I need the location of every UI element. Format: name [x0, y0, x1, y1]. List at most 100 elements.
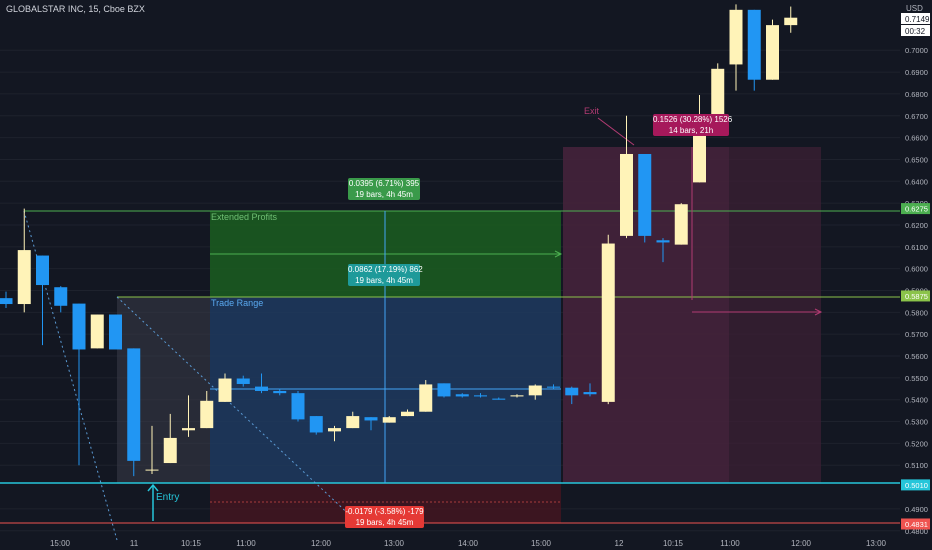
- candle-bull[interactable]: [729, 9, 743, 65]
- symbol-title: GLOBALSTAR INC, 15, Cboe BZX: [6, 4, 145, 14]
- extended-profits-label: Extended Profits: [211, 212, 278, 222]
- level-tags: 0.6275 0.5875 0.5010 0.4831: [901, 203, 930, 530]
- level-tag-value: 0.6275: [905, 205, 928, 214]
- candle-bull[interactable]: [17, 250, 31, 305]
- exit-arrow-head: [814, 308, 823, 316]
- measure-top-line1: 0.0395 (6.71%) 395: [348, 179, 420, 188]
- price-tick-label: 0.5600: [905, 352, 928, 361]
- candle-bear[interactable]: [364, 417, 378, 421]
- candle-bear[interactable]: [72, 303, 86, 350]
- candle-bear[interactable]: [255, 386, 268, 391]
- measure-top-tag: 0.0395 (6.71%) 395 19 bars, 4h 45m: [348, 178, 420, 200]
- candle-bear[interactable]: [583, 392, 597, 395]
- trend-line-right[interactable]: [116, 296, 356, 521]
- time-tick-label: 14:00: [458, 539, 479, 548]
- level-tag: [901, 203, 930, 215]
- time-tick-label: 13:00: [384, 539, 405, 548]
- candle-bull[interactable]: [182, 428, 195, 431]
- candle-bear[interactable]: [656, 240, 670, 243]
- candle-bear[interactable]: [437, 383, 451, 397]
- measure-loss-line1: -0.0179 (-3.58%) -179: [345, 507, 424, 516]
- exit-label: Exit: [584, 106, 600, 116]
- candle-bear[interactable]: [638, 153, 652, 236]
- candle-bear[interactable]: [0, 298, 13, 305]
- entry-label: Entry: [156, 492, 179, 503]
- candle-bull[interactable]: [510, 395, 524, 397]
- candle-bull[interactable]: [766, 25, 779, 80]
- candle-bear[interactable]: [474, 395, 487, 397]
- measure-exit-line1: 0.1526 (30.28%) 1526: [653, 115, 733, 124]
- candle-bear[interactable]: [309, 416, 323, 433]
- candle-bull[interactable]: [601, 243, 615, 402]
- countdown-tag: [901, 25, 930, 36]
- candle-bull[interactable]: [218, 378, 232, 402]
- trade-range-label: Trade Range: [211, 298, 263, 308]
- last-price-value: 0.7149: [905, 15, 930, 24]
- time-tick-label: 10:15: [663, 539, 684, 548]
- candle-bear[interactable]: [54, 287, 68, 306]
- candle-bull[interactable]: [620, 153, 633, 236]
- price-tick-label: 0.6600: [905, 134, 928, 143]
- measure-loss-line2: 19 bars, 4h 45m: [355, 518, 414, 527]
- candle-bull[interactable]: [382, 417, 396, 423]
- level-tag: [901, 290, 930, 302]
- measure-mid-tag: 0.0862 (17.19%) 862 19 bars, 4h 45m: [348, 264, 423, 286]
- price-axis-background: [900, 0, 932, 550]
- candle-bear[interactable]: [547, 386, 560, 388]
- candle-bear[interactable]: [747, 9, 761, 80]
- measure-exit-tag: 0.1526 (30.28%) 1526 14 bars, 21h: [653, 114, 733, 136]
- measure-mid-line2: 19 bars, 4h 45m: [355, 276, 413, 285]
- time-tick-label: 15:00: [531, 539, 552, 548]
- price-tick-label: 0.5100: [905, 461, 928, 470]
- candle-bear[interactable]: [291, 393, 305, 420]
- time-tick-label: 12:00: [311, 539, 332, 548]
- time-tick-label: 11: [130, 539, 139, 548]
- time-tick-label: 11:00: [720, 539, 740, 548]
- candle-bear[interactable]: [565, 387, 579, 396]
- price-tick-label: 0.6800: [905, 90, 928, 99]
- candle-bull[interactable]: [346, 416, 360, 429]
- time-tick-label: 12:00: [791, 539, 812, 548]
- time-tick-label: 11:00: [236, 539, 256, 548]
- price-tick-label: 0.5400: [905, 396, 928, 405]
- price-tick-label: 0.6100: [905, 243, 928, 252]
- candle-bear[interactable]: [127, 348, 141, 461]
- candle-bull[interactable]: [784, 17, 798, 26]
- candle-bear[interactable]: [455, 394, 469, 397]
- candle-bull[interactable]: [401, 411, 414, 417]
- candle-bull[interactable]: [674, 204, 688, 245]
- candle-bear[interactable]: [109, 314, 122, 350]
- candle-bull[interactable]: [145, 469, 159, 471]
- currency-label: USD: [906, 4, 923, 13]
- price-tick-label: 0.5800: [905, 308, 928, 317]
- level-tag: [901, 518, 930, 530]
- price-tick-label: 0.6500: [905, 155, 928, 164]
- candle-bull[interactable]: [90, 314, 104, 349]
- time-axis[interactable]: 15:00 11 10:15 11:00 12:00 13:00 14:00 15:00 12 1…: [50, 539, 887, 548]
- candle-bear[interactable]: [36, 255, 49, 286]
- candle-bull[interactable]: [419, 384, 433, 412]
- candle-bull[interactable]: [693, 134, 706, 183]
- price-tick-label: 0.5700: [905, 330, 928, 339]
- candle-bull[interactable]: [163, 437, 177, 464]
- price-tick-label: 0.6400: [905, 177, 928, 186]
- price-tick-label: 0.5300: [905, 418, 928, 427]
- last-price-tag: [901, 13, 930, 24]
- candle-bear[interactable]: [273, 390, 287, 394]
- exit-pointer-line: [597, 117, 635, 146]
- countdown-value: 00:32: [905, 27, 926, 36]
- candle-bear[interactable]: [492, 398, 506, 400]
- candle-bull[interactable]: [528, 385, 542, 396]
- candle-bull[interactable]: [200, 400, 214, 429]
- price-tick-label: 0.4800: [905, 527, 928, 536]
- level-tag-value: 0.5875: [905, 292, 928, 301]
- price-tick-label: 0.6900: [905, 68, 928, 77]
- price-tick-label: 0.6200: [905, 221, 928, 230]
- entry-arrow-head: [147, 483, 159, 492]
- price-tick-label: 0.5200: [905, 439, 928, 448]
- candle-bear[interactable]: [236, 378, 250, 384]
- candle-bull[interactable]: [328, 428, 341, 432]
- time-tick-label: 13:00: [866, 539, 887, 548]
- measure-top-line2: 19 bars, 4h 45m: [355, 190, 413, 199]
